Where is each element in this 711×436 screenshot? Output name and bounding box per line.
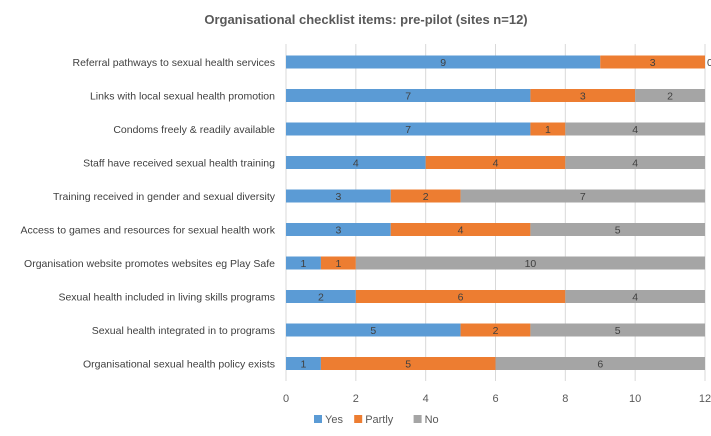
bar-yes xyxy=(286,156,426,169)
x-tick-label: 4 xyxy=(423,393,429,405)
data-label: 4 xyxy=(493,158,499,170)
x-tick-label: 0 xyxy=(283,393,289,405)
data-label: 2 xyxy=(318,292,324,304)
data-label: 3 xyxy=(335,225,341,237)
bar-partly xyxy=(320,357,496,370)
data-label: 3 xyxy=(580,91,586,103)
data-label: 1 xyxy=(545,124,551,136)
bar-no xyxy=(530,323,705,337)
bar-partly xyxy=(600,55,705,69)
bar-yes xyxy=(286,256,321,270)
data-label: 5 xyxy=(405,359,411,371)
category-label: Sexual health integrated in to programs xyxy=(92,325,275,337)
data-label: 5 xyxy=(615,325,621,337)
data-label: 6 xyxy=(597,359,603,371)
bar-no xyxy=(460,189,705,203)
legend-label: Yes xyxy=(325,414,343,426)
x-tick-label: 2 xyxy=(353,393,359,405)
bar-partly xyxy=(530,122,566,136)
chart-title: Organisational checklist items: pre-pilo… xyxy=(204,12,527,27)
x-axis-ticks: 0 2 4 6 8 10 12 xyxy=(283,393,711,405)
bar-yes xyxy=(286,323,461,337)
data-label: 5 xyxy=(615,225,621,237)
category-label: Organisation website promotes websites e… xyxy=(24,258,275,270)
category-label: Condoms freely & readily available xyxy=(113,124,275,136)
data-label: 7 xyxy=(405,91,411,103)
bar-partly xyxy=(320,256,356,270)
data-label: 1 xyxy=(301,258,307,270)
data-label: 2 xyxy=(493,325,499,337)
data-label: 5 xyxy=(370,325,376,337)
x-tick-label: 8 xyxy=(562,393,568,405)
data-label: 1 xyxy=(335,258,341,270)
bar-no xyxy=(565,122,705,136)
data-label: 0 xyxy=(707,57,711,69)
data-label: 3 xyxy=(335,191,341,203)
legend-label: Partly xyxy=(365,414,394,426)
category-label: Staff have received sexual health traini… xyxy=(83,158,275,170)
data-label: 1 xyxy=(301,359,307,371)
data-label: 4 xyxy=(353,158,359,170)
bar-no xyxy=(530,223,705,236)
data-label: 7 xyxy=(580,191,586,203)
bar-yes xyxy=(286,55,601,69)
data-label: 10 xyxy=(525,258,537,270)
category-label: Organisational sexual health policy exis… xyxy=(83,359,275,371)
bar-no xyxy=(495,357,705,370)
data-label: 7 xyxy=(405,124,411,136)
bars: 9 3 0 7 3 2 7 1 4 4 4 4 3 2 7 3 4 5 1 1 10 2 6 4 5 2 5 1 5 6 xyxy=(286,55,711,371)
data-label: 2 xyxy=(423,191,429,203)
bar-partly xyxy=(355,290,566,303)
data-label: 2 xyxy=(667,91,673,103)
bar-yes xyxy=(286,89,531,102)
bar-partly xyxy=(390,189,461,203)
legend-label: No xyxy=(425,414,439,426)
bar-yes xyxy=(286,189,391,203)
bar-no xyxy=(565,156,705,169)
bar-yes xyxy=(286,290,356,303)
category-label: Sexual health included in living skills … xyxy=(58,292,275,304)
data-label: 3 xyxy=(650,57,656,69)
category-labels: Referral pathways to sexual health servi… xyxy=(21,57,276,371)
bar-yes xyxy=(286,122,531,136)
bar-no xyxy=(635,89,705,102)
category-label: Training received in gender and sexual d… xyxy=(53,191,276,203)
legend-swatch xyxy=(314,415,322,423)
data-label: 6 xyxy=(458,292,464,304)
bar-partly xyxy=(390,223,531,236)
data-label: 9 xyxy=(440,57,446,69)
bar-yes xyxy=(286,223,391,236)
data-label: 4 xyxy=(632,124,638,136)
bar-partly xyxy=(425,156,566,169)
data-label: 4 xyxy=(458,225,464,237)
category-label: Referral pathways to sexual health servi… xyxy=(72,57,275,69)
data-label: 4 xyxy=(632,158,638,170)
x-tick-label: 10 xyxy=(629,393,641,405)
bar-no xyxy=(565,290,705,303)
bar-partly xyxy=(530,89,636,102)
x-tick-label: 6 xyxy=(492,393,498,405)
bar-no xyxy=(355,256,705,270)
bar-partly xyxy=(460,323,531,337)
category-label: Access to games and resources for sexual… xyxy=(21,225,276,237)
category-label: Links with local sexual health promotion xyxy=(90,91,275,103)
x-tick-label: 12 xyxy=(699,393,711,405)
legend: Yes Partly No xyxy=(314,414,439,426)
legend-swatch xyxy=(354,415,363,423)
legend-swatch xyxy=(413,415,422,423)
data-label: 4 xyxy=(632,292,638,304)
bar-yes xyxy=(286,357,321,370)
